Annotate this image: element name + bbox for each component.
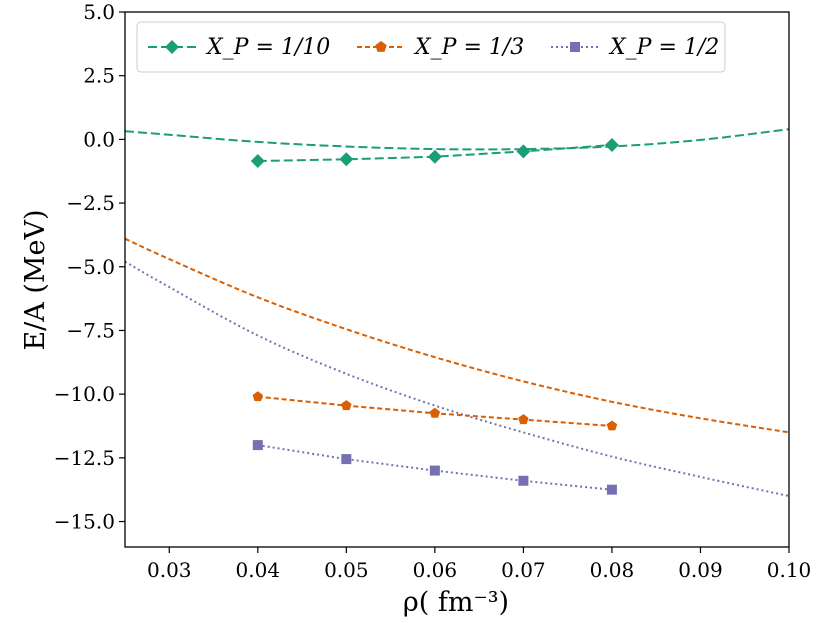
data-point-x-p-1-2 bbox=[518, 475, 529, 486]
data-point-x-p-1-2 bbox=[341, 454, 352, 465]
legend-marker-pentagon bbox=[375, 41, 387, 52]
model-curve-x-p-1-3 bbox=[124, 237, 790, 434]
legend: X_P = 1/10 X_P = 1/3 X_P = 1/2 bbox=[136, 21, 726, 73]
x-tick-label: 0.03 bbox=[147, 558, 192, 582]
data-point-x-p-1-10 bbox=[339, 152, 354, 167]
data-point-x-p-1-3 bbox=[606, 420, 618, 431]
data-point-x-p-1-2 bbox=[429, 465, 440, 476]
y-tick-label: 5.0 bbox=[83, 0, 115, 24]
x-tick-label: 0.04 bbox=[236, 558, 281, 582]
legend-label-xp-1-2: X_P = 1/2 bbox=[608, 35, 719, 60]
y-axis-ticks: 5.0 2.5 0.0 −2.5 −5.0 −7.5 −10.0 −12.5 −15.0 bbox=[54, 0, 125, 534]
x-tick-label: 0.05 bbox=[324, 558, 369, 582]
y-tick-label: −5.0 bbox=[66, 255, 115, 279]
plot-frame bbox=[124, 11, 790, 548]
data-point-x-p-1-3 bbox=[429, 407, 441, 418]
legend-entry-xp-1-10: X_P = 1/10 bbox=[148, 35, 330, 60]
y-axis-label: E/A (MeV) bbox=[20, 209, 51, 350]
data-point-x-p-1-10 bbox=[427, 149, 442, 164]
legend-entry-xp-1-2: X_P = 1/2 bbox=[551, 35, 719, 60]
y-tick-label: −15.0 bbox=[54, 510, 115, 534]
legend-entry-xp-1-3: X_P = 1/3 bbox=[357, 35, 524, 60]
data-point-x-p-1-3 bbox=[252, 391, 263, 402]
model-curves bbox=[124, 128, 790, 497]
data-point-x-p-1-10 bbox=[604, 137, 619, 152]
x-tick-label: 0.06 bbox=[413, 558, 458, 582]
y-tick-label: −7.5 bbox=[66, 318, 115, 342]
data-point-x-p-1-2 bbox=[606, 484, 617, 495]
model-curve-x-p-1-10 bbox=[124, 128, 790, 151]
y-tick-label: −12.5 bbox=[54, 446, 115, 470]
x-axis-ticks: 0.03 0.04 0.05 0.06 0.07 0.08 0.09 0.10 bbox=[147, 547, 811, 582]
legend-label-xp-1-10: X_P = 1/10 bbox=[205, 35, 330, 60]
legend-box bbox=[136, 21, 726, 73]
model-curve-x-p-1-2 bbox=[124, 260, 790, 497]
y-tick-label: −2.5 bbox=[66, 191, 115, 215]
data-point-x-p-1-10 bbox=[516, 144, 531, 159]
data-point-x-p-1-10 bbox=[250, 154, 265, 169]
legend-marker-square bbox=[570, 42, 580, 52]
data-markers bbox=[250, 137, 619, 495]
y-tick-label: 0.0 bbox=[83, 127, 115, 151]
x-tick-label: 0.07 bbox=[501, 558, 546, 582]
x-tick-label: 0.10 bbox=[767, 558, 812, 582]
x-tick-label: 0.08 bbox=[590, 558, 635, 582]
legend-label-xp-1-3: X_P = 1/3 bbox=[413, 35, 524, 60]
x-tick-label: 0.09 bbox=[678, 558, 723, 582]
data-point-x-p-1-3 bbox=[341, 400, 352, 411]
legend-marker-diamond bbox=[165, 40, 179, 54]
y-tick-label: −10.0 bbox=[54, 382, 115, 406]
data-point-x-p-1-2 bbox=[252, 440, 263, 451]
data-point-x-p-1-3 bbox=[518, 414, 529, 425]
y-tick-label: 2.5 bbox=[83, 64, 115, 88]
x-axis-label: ρ( fm⁻³) bbox=[403, 587, 509, 618]
